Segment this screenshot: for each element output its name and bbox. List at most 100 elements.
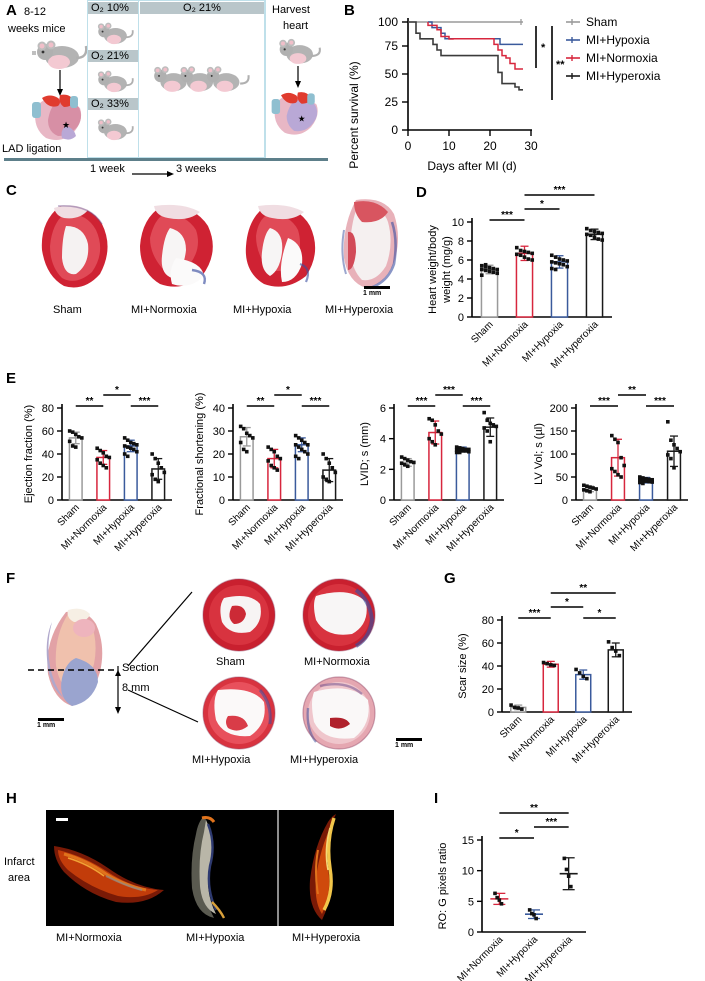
o2-label-10-text: O₂ 10%: [91, 2, 129, 14]
svg-text:**: **: [257, 396, 265, 407]
mouse-group-icon: [154, 66, 250, 92]
surgery-label: LAD ligation: [2, 143, 62, 155]
heart-illustration: ★: [32, 94, 82, 140]
x-tick-label: Sham: [469, 319, 495, 345]
svg-text:★: ★: [298, 114, 306, 124]
panelf-scale-text-whole: 1 mm: [37, 722, 56, 729]
panel-h: H Infarct area MI+Normoxia MI+Hypoxia MI…: [0, 790, 420, 981]
panelh-label-normoxia: MI+Normoxia: [56, 932, 122, 944]
panelc-label-hypoxia: MI+Hypoxia: [233, 304, 292, 316]
panelc-label-hyperoxia: MI+Hyperoxia: [325, 304, 394, 316]
svg-text:*: *: [286, 385, 290, 396]
picrosirius-red-images: [46, 810, 394, 926]
svg-text:0: 0: [488, 707, 494, 719]
panel-e: E 0 20 40 60 80 Ejection fraction (%) ** * *** Sh…: [0, 370, 705, 570]
svg-text:4: 4: [458, 274, 464, 286]
histology-section-sham: [41, 205, 108, 288]
panelf-section-label: Section: [122, 662, 159, 674]
panelc-label-normoxia: MI+Normoxia: [131, 304, 197, 316]
age-label-line1: 8-12: [24, 6, 47, 18]
svg-text:40: 40: [213, 403, 225, 415]
svg-text:6: 6: [458, 255, 464, 267]
svg-text:***: ***: [471, 396, 483, 407]
panel-d: D 0 2 4 6 8 10 Heart weight/body weight (mg/g) *…: [412, 182, 705, 372]
panelf-depth-label: 8 mm: [122, 682, 150, 694]
panelh-label-hypoxia: MI+Hypoxia: [186, 932, 245, 944]
svg-text:80: 80: [42, 403, 54, 415]
panelh-label-hyperoxia: MI+Hyperoxia: [292, 932, 361, 944]
panel-e-letter: E: [6, 370, 17, 387]
svg-text:60: 60: [482, 638, 494, 650]
o2-label-21: O₂ 21%: [88, 50, 138, 62]
svg-text:*: *: [515, 828, 519, 839]
panelf-label-hyperoxia: MI+Hyperoxia: [290, 754, 359, 766]
svg-text:0: 0: [562, 495, 568, 507]
mouse-icon-harvest: [279, 38, 321, 64]
legend-label-normoxia: MI+Normoxia: [586, 51, 658, 65]
panel-c: C 1 mm Sham MI+Normoxia MI+Hypoxia MI+Hy…: [0, 182, 410, 330]
series-normoxia: [427, 22, 523, 70]
whole-heart-photo: [46, 608, 103, 706]
svg-text:15: 15: [462, 835, 474, 847]
panel-f: F 1 mm Section 8 mm: [0, 570, 440, 790]
cross-section-hyperoxia: [302, 676, 376, 750]
svg-text:***: ***: [416, 396, 428, 407]
mouse-icon-hypoxia: [97, 22, 134, 45]
svg-text:2: 2: [458, 293, 464, 305]
o2-label-21-3weeks-text: O₂ 21%: [183, 2, 221, 14]
svg-text:★: ★: [62, 120, 70, 130]
svg-text:20: 20: [483, 139, 497, 153]
panelb-y-axis-label: Percent survival (%): [347, 61, 361, 168]
svg-text:***: ***: [139, 396, 151, 407]
o2-label-33: O₂ 33%: [88, 98, 138, 110]
svg-text:60: 60: [42, 426, 54, 438]
panelh-row-label-2: area: [8, 872, 31, 884]
panelb-sig-1: *: [541, 42, 546, 54]
svg-text:**: **: [628, 385, 636, 396]
y-axis-label: RO: G pixels ratio: [437, 843, 449, 930]
panelf-scale-text-sections: 1 mm: [395, 742, 414, 749]
panelc-scale-text: 1 mm: [363, 290, 382, 297]
legend-label-hypoxia: MI+Hypoxia: [586, 33, 650, 47]
y-axis-label: Ejection fraction (%): [23, 405, 35, 503]
panelf-scale-bar-whole: [38, 718, 64, 721]
svg-text:***: ***: [654, 396, 666, 407]
svg-text:***: ***: [501, 210, 513, 221]
histology-section-hypoxia: [245, 204, 316, 287]
panel-c-letter: C: [6, 182, 17, 199]
svg-text:40: 40: [482, 661, 494, 673]
y-axis-label: Heart weight/body: [427, 225, 439, 314]
svg-text:***: ***: [310, 396, 322, 407]
svg-text:0: 0: [219, 495, 225, 507]
panelb-sig-2: **: [556, 59, 565, 71]
time-weeks3-label: 3 weeks: [176, 163, 217, 175]
panel-g: G 0 20 40 60 80 Scar size (%) *** * * ** Sham MI+No…: [440, 570, 705, 785]
time-week1-label: 1 week: [90, 163, 125, 175]
svg-text:4: 4: [380, 434, 386, 446]
mouse-icon-normoxia: [97, 70, 134, 93]
cross-section-sham: [202, 578, 276, 652]
panelf-label-hypoxia: MI+Hypoxia: [192, 754, 251, 766]
series-hyperoxia: [408, 21, 523, 91]
svg-text:*: *: [540, 199, 544, 210]
y-axis-label: LVID; s (mm): [359, 422, 371, 486]
mouse-icon-hyperoxia: [97, 118, 134, 141]
y-axis-label: Fractional shortening (%): [194, 393, 206, 516]
svg-text:80: 80: [482, 615, 494, 627]
svg-text:40: 40: [42, 449, 54, 461]
svg-text:5: 5: [468, 896, 474, 908]
svg-text:20: 20: [213, 449, 225, 461]
panel-b: B Percent survival (%) 0 25 50 75 100 0 …: [340, 0, 705, 180]
histology-section-normoxia: [140, 204, 213, 287]
panelc-label-sham: Sham: [53, 304, 82, 316]
series-hypoxia: [428, 21, 523, 46]
svg-text:2: 2: [380, 464, 386, 476]
svg-text:**: **: [579, 583, 587, 594]
svg-text:100: 100: [550, 449, 568, 461]
